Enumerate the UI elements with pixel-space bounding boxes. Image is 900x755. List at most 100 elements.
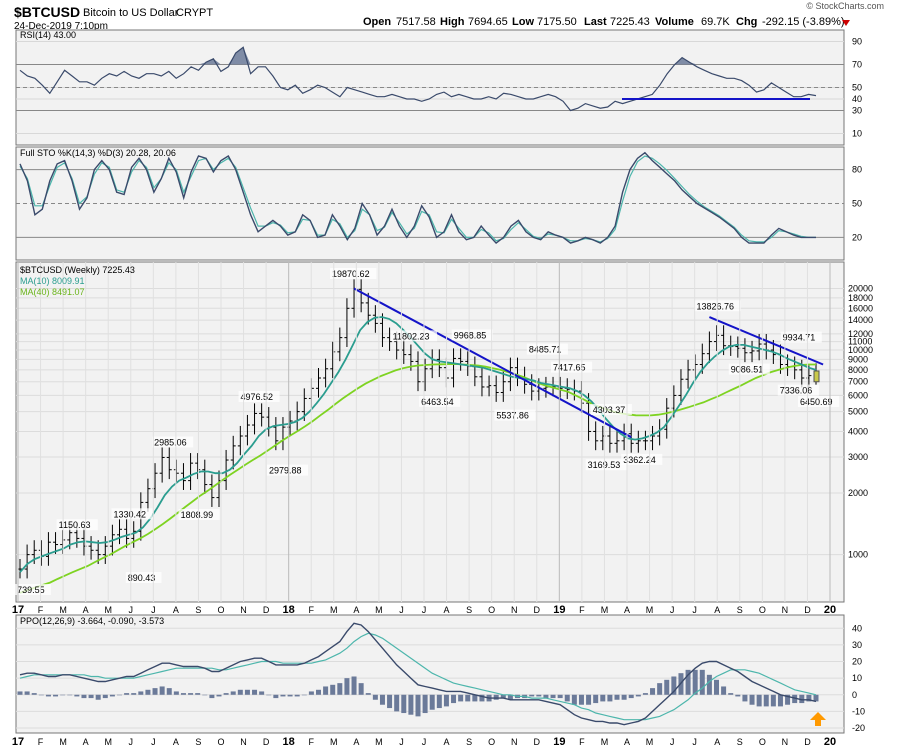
ppo-histogram-bar bbox=[692, 669, 698, 695]
open-value: 7517.58 bbox=[396, 16, 436, 28]
ppo-histogram-bar bbox=[372, 694, 378, 700]
price-annotation-bg bbox=[798, 396, 840, 408]
open-label: Open bbox=[363, 16, 391, 28]
low-label: Low bbox=[512, 16, 534, 28]
ppo-tick-label: 0 bbox=[852, 690, 857, 700]
price-annotation-bg bbox=[15, 583, 51, 595]
ppo-histogram-bar bbox=[252, 689, 258, 695]
ppo-histogram-bar bbox=[379, 694, 385, 705]
price-annotation: 2985.06 bbox=[154, 437, 187, 447]
ppo-histogram-bar bbox=[671, 676, 677, 695]
ppo-histogram-bar bbox=[17, 691, 23, 695]
price-x-tick-label: J bbox=[129, 605, 134, 615]
last-label: Last bbox=[584, 16, 607, 28]
price-annotation: 4976.52 bbox=[241, 392, 274, 402]
price-x-tick-label: O bbox=[488, 605, 495, 615]
price-x-tick-label: N bbox=[782, 605, 789, 615]
rsi-tick-label: 10 bbox=[852, 129, 862, 139]
ppo-histogram-bar bbox=[31, 693, 37, 695]
stochastic-tick-label: 20 bbox=[852, 232, 862, 242]
ppo-histogram-bar bbox=[735, 694, 741, 697]
rsi-line bbox=[19, 46, 817, 112]
ppo-title: PPO(12,26,9) -3.664, -0.090, -3.573 bbox=[20, 616, 164, 626]
price-x-tick-label: J bbox=[670, 605, 675, 615]
ppo-x-tick-label: A bbox=[444, 737, 450, 747]
price-x-tick-label: O bbox=[217, 605, 224, 615]
up-arrow-icon bbox=[810, 712, 826, 726]
price-annotation-bg bbox=[56, 519, 98, 531]
ppo-histogram-bar bbox=[443, 694, 449, 707]
price-annotation: 1150.63 bbox=[59, 520, 91, 530]
ppo-histogram-bar bbox=[650, 688, 656, 695]
ppo-x-tick-label: J bbox=[692, 737, 697, 747]
ppo-histogram-bar bbox=[401, 694, 407, 714]
price-x-tick-label: A bbox=[714, 605, 720, 615]
ppo-histogram-bar bbox=[813, 694, 819, 702]
ppo-histogram-bar bbox=[102, 694, 108, 699]
price-annotation-bg bbox=[125, 571, 162, 583]
ppo-histogram-bar bbox=[131, 693, 137, 695]
ppo-histogram-bar bbox=[38, 694, 44, 696]
price-annotation: 6463.54 bbox=[421, 397, 454, 407]
price-annotation: 739.55 bbox=[17, 585, 45, 595]
price-tick-label: 8000 bbox=[848, 365, 868, 375]
price-title: $BTCUSD (Weekly) 7225.43 bbox=[20, 265, 135, 275]
ppo-histogram-bar bbox=[195, 693, 201, 695]
price-annotation-bg bbox=[585, 459, 627, 471]
ppo-histogram-bar bbox=[429, 694, 435, 710]
price-annotation: 3362.24 bbox=[623, 455, 656, 465]
ppo-tick-label: 30 bbox=[852, 640, 862, 650]
price-x-tick-label: M bbox=[104, 605, 112, 615]
ppo-histogram-bar bbox=[88, 694, 94, 699]
price-x-tick-label: M bbox=[375, 605, 383, 615]
ppo-histogram-bar bbox=[202, 694, 208, 696]
ppo-histogram-bar bbox=[152, 688, 158, 695]
ppo-x-tick-label: J bbox=[670, 737, 675, 747]
ppo-histogram-bar bbox=[777, 694, 783, 707]
ppo-histogram-bar bbox=[266, 694, 272, 696]
price-x-tick-label: N bbox=[511, 605, 518, 615]
change-label: Chg bbox=[736, 16, 757, 28]
price-x-tick-label: D bbox=[804, 605, 811, 615]
price-annotation-bg bbox=[494, 409, 536, 421]
ppo-histogram-bar bbox=[756, 694, 762, 707]
price-x-tick-label: F bbox=[38, 605, 44, 615]
price-x-tick-label: A bbox=[173, 605, 179, 615]
rsi-tick-label: 40 bbox=[852, 94, 862, 104]
ppo-histogram-bar bbox=[493, 694, 499, 700]
ppo-x-tick-label: O bbox=[759, 737, 766, 747]
price-tick-label: 11000 bbox=[848, 337, 872, 347]
ppo-histogram-bar bbox=[586, 694, 592, 705]
ppo-x-tick-label: S bbox=[466, 737, 472, 747]
price-annotation-bg bbox=[728, 363, 770, 375]
price-x-tick-label: J bbox=[151, 605, 156, 615]
ppo-histogram-bar bbox=[621, 694, 627, 700]
low-value: 7175.50 bbox=[537, 16, 577, 28]
ppo-tick-label: -20 bbox=[852, 723, 865, 733]
price-tick-label: 5000 bbox=[848, 407, 868, 417]
ppo-histogram-bar bbox=[188, 693, 194, 695]
price-annotation: 19870.62 bbox=[332, 269, 370, 279]
ppo-histogram-bar bbox=[593, 694, 599, 704]
price-x-tick-label: J bbox=[422, 605, 427, 615]
rsi-tick-label: 90 bbox=[852, 37, 862, 47]
price-tick-label: 6000 bbox=[848, 390, 868, 400]
ppo-histogram-bar bbox=[749, 694, 755, 705]
downtrend-line-2018 bbox=[353, 287, 632, 439]
ppo-x-tick-label: 17 bbox=[12, 736, 24, 748]
price-annotation-bg bbox=[238, 391, 280, 403]
price-x-tick-label: F bbox=[579, 605, 585, 615]
ppo-histogram-bar bbox=[24, 691, 30, 695]
volume-label: Volume bbox=[655, 16, 694, 28]
rsi-tick-label: 30 bbox=[852, 106, 862, 116]
ppo-x-tick-label: J bbox=[151, 737, 156, 747]
price-tick-label: 20000 bbox=[848, 283, 873, 293]
price-annotation: 6450.69 bbox=[800, 397, 833, 407]
ppo-histogram-bar bbox=[699, 669, 705, 695]
ppo-histogram-bar bbox=[728, 693, 734, 695]
ppo-x-tick-label: A bbox=[714, 737, 720, 747]
ppo-histogram-bar bbox=[394, 694, 400, 712]
change-value: -292.15 (-3.89%) bbox=[762, 16, 845, 28]
ppo-histogram-bar bbox=[607, 694, 613, 702]
